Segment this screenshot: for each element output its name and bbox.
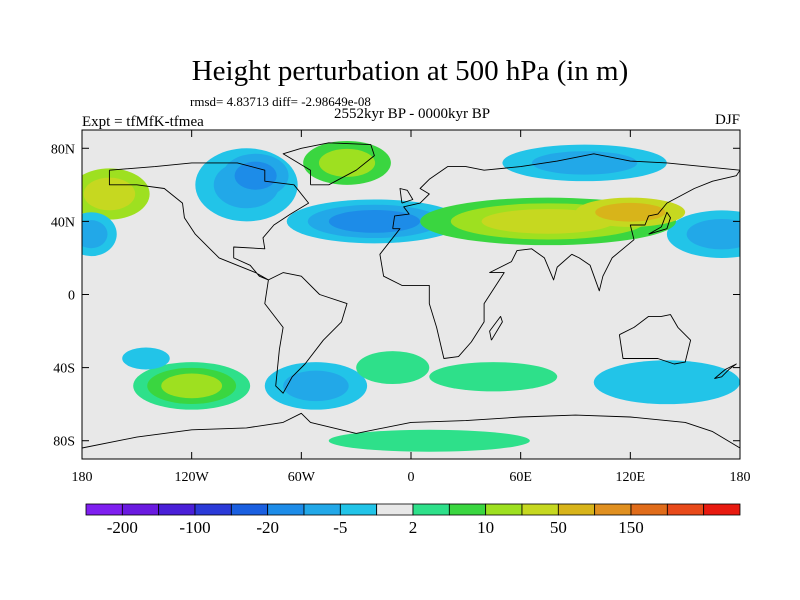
- colorbar-swatch-17: [703, 503, 741, 516]
- field-region-s-atlantic-low: [264, 362, 368, 410]
- coastline-greenland: [282, 142, 375, 186]
- field-region-s-pacific-small-high: [328, 429, 530, 452]
- colorbar-swatch-16: [666, 503, 705, 516]
- field-region-s-atlantic-high: [356, 351, 430, 385]
- coastline-madagascar: [489, 315, 503, 341]
- coastline-british-isles: [399, 188, 414, 204]
- field-region-tropical-pacific-low: [122, 347, 170, 370]
- field-contour-tropical-pacific-low-0: [122, 347, 170, 370]
- x-tick-label: 0: [408, 470, 415, 485]
- colorbar-swatch-13: [557, 503, 596, 516]
- field-contour-asia-high-core-1: [595, 202, 666, 222]
- field-contour-canada-low-core-1: [234, 161, 277, 190]
- field-contour-atlantic-low-2: [328, 209, 421, 233]
- colorbar-swatch-10: [448, 503, 487, 516]
- colorbar-swatch-11: [485, 503, 523, 516]
- colorbar-label: 10: [477, 518, 494, 537]
- field-contour-n-pacific-dateline-low-1: [82, 220, 108, 249]
- field-region-n-pacific-east: [82, 168, 150, 220]
- field-contour-s-pacific-west-high-2: [161, 373, 223, 399]
- colorbar-label: 2: [409, 518, 418, 537]
- field-contour-n-pacific-west-low-1: [686, 218, 740, 250]
- colorbar-label: 150: [618, 518, 644, 537]
- coastline-layer: [82, 142, 740, 449]
- field-contour-s-pacific-small-high-0: [328, 429, 530, 452]
- stats-line: rmsd= 4.83713 diff= -2.98649e-08: [190, 94, 371, 109]
- colorbar-label: 50: [550, 518, 567, 537]
- field-region-arctic-siberia-low: [502, 144, 667, 182]
- x-tick-label: 180: [730, 470, 751, 485]
- field-region-s-pacific-west-high: [133, 362, 251, 410]
- field-contour-n-pacific-east-1: [83, 177, 136, 211]
- field-region-n-pacific-west-low: [666, 210, 740, 258]
- field-region-atlantic-low: [286, 199, 463, 244]
- x-tick-label: 60W: [288, 470, 316, 485]
- colorbar-swatch-12: [521, 503, 559, 516]
- colorbar: -200 -100 -20 -5 2 10 50 150: [85, 503, 741, 537]
- colorbar-label: -100: [179, 518, 210, 537]
- colorbar-label: -200: [107, 518, 138, 537]
- x-tick-label: 120W: [175, 470, 210, 485]
- y-tick-label: 0: [68, 289, 75, 304]
- y-tick-label: 80N: [51, 142, 75, 157]
- colorbar-swatch-14: [594, 503, 632, 516]
- colorbar-swatch-3: [194, 503, 232, 516]
- field-contour-s-indian-high-0: [429, 362, 558, 392]
- map-background: [82, 130, 740, 459]
- y-axis: 80N 40N 0 40S 80S: [51, 142, 740, 450]
- x-tick-label: 60E: [509, 470, 532, 485]
- colorbar-label: -5: [333, 518, 347, 537]
- subtitle: 2552kyr BP - 0000kyr BP: [334, 106, 490, 122]
- field-region-canada-low-core: [222, 153, 289, 198]
- field-contour-s-indian-low-0: [593, 360, 740, 405]
- coastline-antarctica: [82, 412, 740, 449]
- colorbar-swatch-0: [85, 503, 123, 516]
- colorbar-swatch-4: [230, 503, 269, 516]
- y-tick-label: 80S: [53, 435, 75, 450]
- coastline-australia: [618, 314, 692, 365]
- colorbar-swatch-6: [303, 503, 341, 516]
- y-tick-label: 40S: [53, 362, 75, 377]
- colorbar-swatch-15: [630, 503, 668, 516]
- field-region-s-indian-high: [429, 362, 558, 392]
- colorbar-swatch-1: [121, 503, 160, 516]
- x-tick-label: 180: [72, 470, 93, 485]
- y-tick-label: 40N: [51, 215, 75, 230]
- field-contour-s-atlantic-high-0: [356, 351, 430, 385]
- coastline-japan: [648, 211, 671, 235]
- field-contour-greenland-high-1: [318, 148, 376, 177]
- x-axis: 180 120W 60W 0 60E 120E 180: [72, 130, 751, 485]
- colorbar-swatch-9: [412, 503, 450, 516]
- field-region-greenland-high: [303, 140, 391, 185]
- coastline-new-zealand: [714, 363, 737, 380]
- coastline-north-america: [108, 162, 310, 281]
- chart-title: Height perturbation at 500 hPa (in m): [192, 55, 629, 87]
- colorbar-swatch-8: [376, 503, 414, 516]
- coastline-eurasia-africa: [379, 153, 740, 359]
- colorbar-swatch-2: [158, 503, 196, 516]
- field-region-n-pacific-dateline-low: [82, 212, 117, 257]
- colorbar-swatch-7: [339, 503, 378, 516]
- field-layer: [82, 140, 740, 452]
- field-contour-s-atlantic-low-1: [283, 370, 349, 402]
- colorbar-label: -20: [256, 518, 279, 537]
- coastline-south-america: [264, 272, 348, 394]
- field-region-s-indian-low: [593, 360, 740, 405]
- colorbar-swatch-5: [267, 503, 305, 516]
- map-panel: 180 120W 60W 0 60E 120E 180 80N 40N 0 40S 80S: [51, 129, 751, 485]
- x-tick-label: 120E: [616, 470, 646, 485]
- season-label: DJF: [715, 112, 740, 128]
- experiment-label: Expt = tfMfK-tfmea: [82, 114, 204, 130]
